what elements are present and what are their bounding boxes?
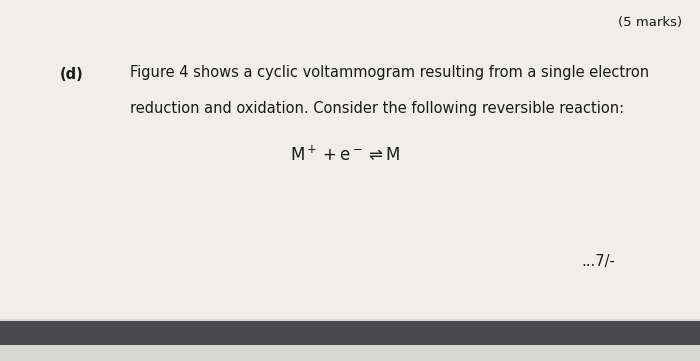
FancyBboxPatch shape xyxy=(0,321,700,345)
FancyBboxPatch shape xyxy=(0,319,700,361)
Text: Figure 4 shows a cyclic voltammogram resulting from a single electron: Figure 4 shows a cyclic voltammogram res… xyxy=(130,65,649,80)
FancyBboxPatch shape xyxy=(0,0,700,325)
Text: ...7/-: ...7/- xyxy=(581,254,615,269)
Text: $\mathrm{M^+ + e^- \rightleftharpoons M}$: $\mathrm{M^+ + e^- \rightleftharpoons M}… xyxy=(290,145,400,165)
Text: (5 marks): (5 marks) xyxy=(618,16,682,29)
Text: (d): (d) xyxy=(60,67,83,82)
Text: reduction and oxidation. Consider the following reversible reaction:: reduction and oxidation. Consider the fo… xyxy=(130,101,624,116)
